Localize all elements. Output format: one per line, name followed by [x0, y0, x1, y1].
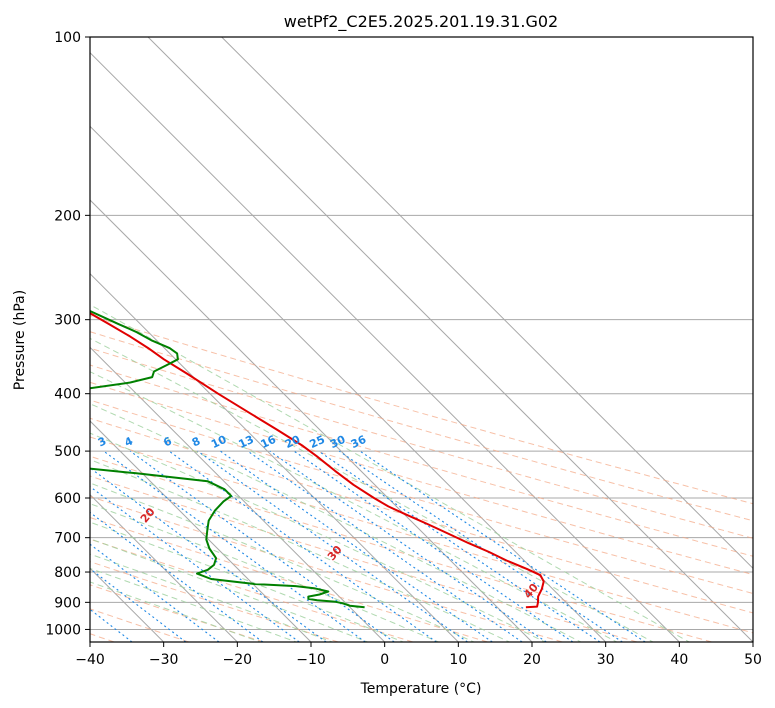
moist-adiabat-line — [90, 581, 262, 642]
mixing-ratio-label: 3 — [96, 434, 108, 449]
isotherm-line — [147, 37, 753, 642]
y-tick-label: 500 — [54, 444, 81, 460]
y-axis-label: Pressure (hPa) — [12, 290, 28, 390]
y-tick-label: 200 — [54, 208, 81, 224]
mixing-ratio-label: 20 — [283, 433, 303, 451]
mixing-ratio-line — [269, 450, 547, 642]
x-tick-label: 40 — [670, 652, 688, 668]
mixing-ratio-label: 16 — [259, 433, 279, 451]
dewpoint-profile-line — [90, 309, 365, 609]
isotherm-line — [90, 125, 607, 642]
y-tick-label: 800 — [54, 565, 81, 581]
mixing-ratio-line — [103, 450, 366, 642]
y-tick-label: 400 — [54, 387, 81, 403]
moist-adiabat-line — [90, 371, 618, 642]
mixing-ratio-label: 36 — [349, 433, 369, 451]
x-tick-label: 50 — [744, 652, 762, 668]
dry-adiabat-line — [90, 455, 712, 642]
dry-adiabat-line — [90, 538, 414, 642]
x-tick-label: 20 — [523, 652, 541, 668]
x-axis-label: Temperature (°C) — [360, 681, 482, 697]
dry-adiabat-line — [90, 436, 753, 634]
isotherm-line — [90, 346, 386, 642]
dry-adiabat-line — [90, 584, 264, 642]
moist-adiabat-line — [90, 459, 511, 642]
dry-adiabat-line — [90, 399, 753, 595]
mixing-ratio-line — [338, 450, 623, 642]
mixing-ratio-line — [90, 485, 300, 642]
dry-adiabat-line — [90, 381, 753, 576]
dry-adiabat-line — [90, 417, 753, 614]
isotherm-line — [90, 420, 312, 642]
x-tick-label: 10 — [449, 652, 467, 668]
moist-adiabat-line — [90, 432, 547, 642]
isotherm-line — [90, 199, 533, 642]
mixing-ratio-label: 13 — [237, 433, 256, 451]
x-tick-label: −20 — [223, 652, 253, 668]
x-tick-label: −10 — [296, 652, 326, 668]
mixing-ratio-label: 10 — [209, 433, 229, 451]
x-tick-label: −30 — [149, 652, 179, 668]
moist-adiabat-line — [90, 482, 476, 642]
mixing-ratio-line — [168, 450, 437, 642]
y-tick-label: 300 — [54, 313, 81, 329]
dry-adiabat-line — [90, 331, 753, 522]
moist-adiabat-line — [90, 403, 582, 642]
y-tick-label: 900 — [54, 595, 81, 611]
moist-adiabat-line — [90, 538, 370, 642]
background-lines — [90, 37, 753, 642]
mixing-ratio-line — [220, 450, 493, 642]
mixing-ratio-label: 1.5 — [30, 432, 53, 452]
mixing-ratio-line — [318, 450, 601, 642]
mixing-ratio-line — [90, 568, 187, 642]
mixing-ratio-line — [197, 450, 468, 642]
y-tick-label: 100 — [54, 30, 81, 46]
y-tick-label: 600 — [54, 491, 81, 507]
axes: −40 −30 −20 −10 0 10 20 30 40 50 100 200 300 400 500 60… — [45, 30, 762, 668]
line-labels: 0.10.20.40.611.52346810131620253036-100-… — [1, 432, 541, 601]
mixing-ratio-line — [129, 450, 395, 642]
isotherm-line — [90, 272, 459, 642]
isotherm-line — [90, 51, 680, 642]
mixing-ratio-label: 4 — [123, 434, 136, 449]
isotherm-line — [221, 37, 753, 570]
mixing-ratio-label: 25 — [308, 433, 327, 451]
profile-lines — [90, 309, 545, 609]
dry-adiabat-line — [90, 315, 753, 505]
moist-adiabat-line — [90, 553, 334, 642]
mixing-ratio-line — [90, 511, 264, 642]
x-tick-label: −40 — [75, 652, 105, 668]
mixing-ratio-label: 6 — [161, 434, 174, 449]
y-tick-label: 1000 — [45, 622, 81, 638]
isotherm-line — [90, 493, 238, 642]
dry-adiabat-line — [90, 495, 563, 642]
mixing-ratio-label: 1 — [1, 434, 13, 449]
dry-adiabat-line — [90, 608, 189, 642]
mixing-ratio-line — [247, 450, 523, 642]
x-tick-label: 30 — [597, 652, 615, 668]
plot-frame — [89, 36, 754, 643]
mixing-ratio-label: 30 — [328, 433, 348, 451]
mixing-ratio-line — [293, 450, 574, 642]
chart-title: wetPf2_C2E5.2025.201.19.31.G02 — [284, 12, 558, 32]
moist-adiabat-line — [90, 304, 691, 642]
dry-adiabat-label: 30 — [325, 543, 345, 563]
moist-adiabat-line — [90, 521, 405, 642]
dry-adiabat-line — [90, 475, 638, 642]
moist-adiabat-line — [90, 567, 298, 642]
mixing-ratio-label: 8 — [190, 434, 202, 449]
temperature-profile-line — [90, 312, 545, 609]
dry-adiabat-line — [90, 347, 753, 539]
dry-adiabat-line — [90, 364, 753, 557]
dry-adiabat-line — [90, 516, 488, 642]
mixing-ratio-line — [359, 450, 646, 642]
x-tick-label: 0 — [380, 652, 389, 668]
y-tick-label: 700 — [54, 531, 81, 547]
